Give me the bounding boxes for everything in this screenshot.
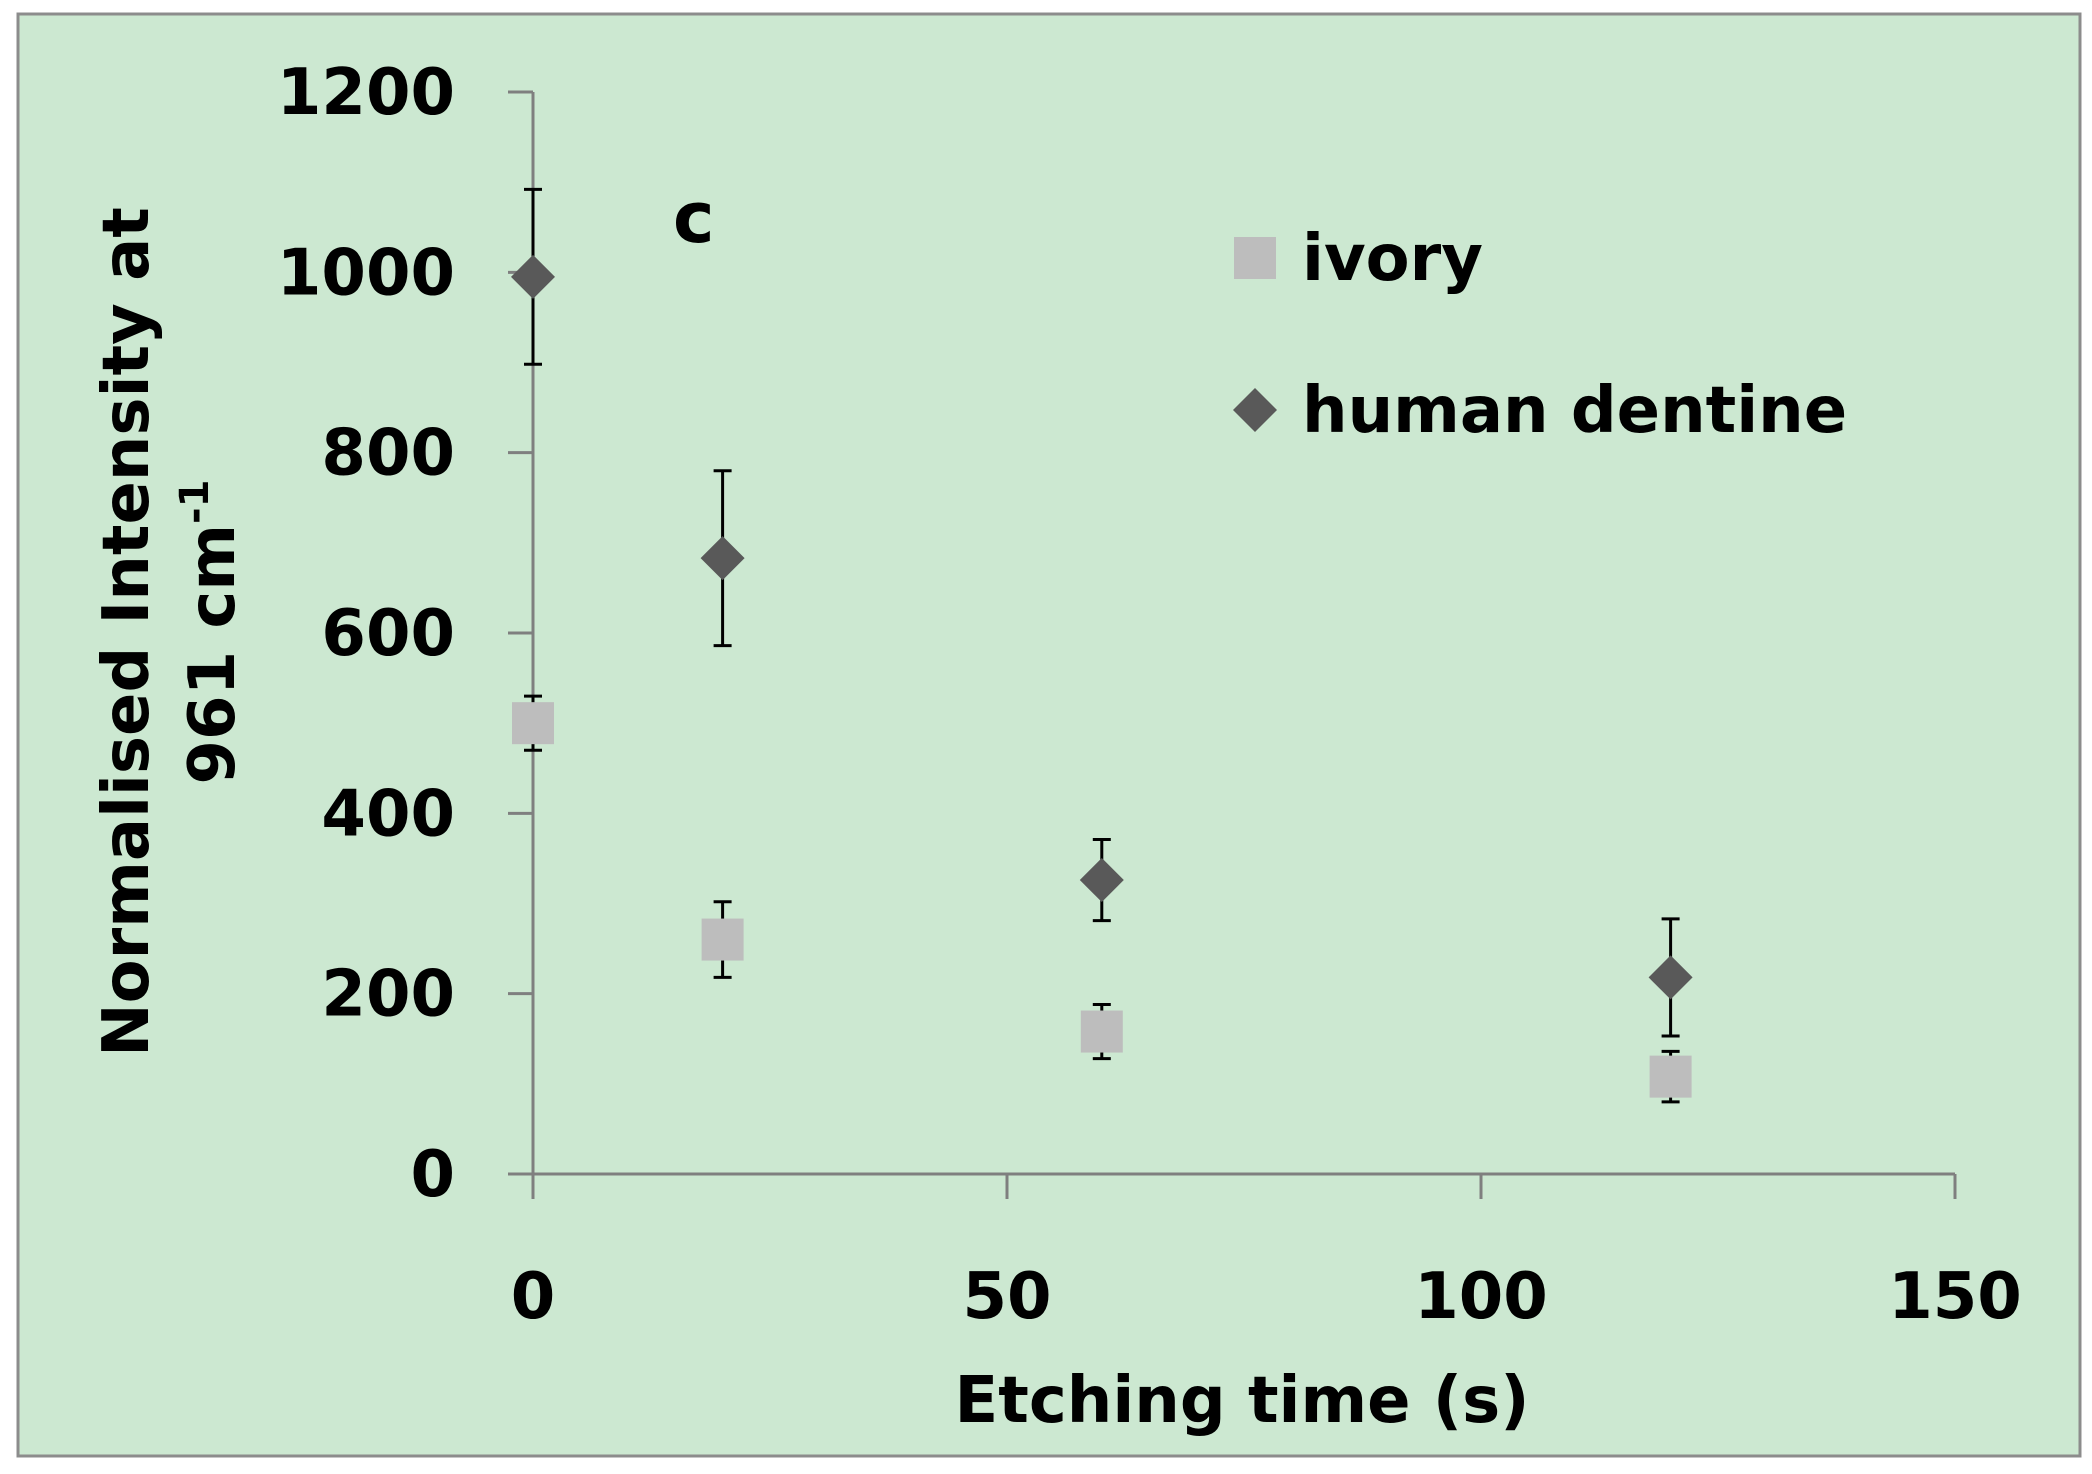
y-axis-title-line2: 961 cm-1 <box>172 480 250 785</box>
y-tick-label: 1000 <box>277 236 455 310</box>
series-layer <box>511 187 1693 1104</box>
y-tick-label: 1200 <box>277 56 455 130</box>
y-tick-label: 600 <box>321 597 455 671</box>
data-point-human-dentine <box>1648 955 1693 1000</box>
data-point-ivory <box>701 918 744 961</box>
legend: ivory human dentine <box>1233 222 1847 448</box>
y-axis-ticks: 0 200 400 600 800 1000 1200 <box>277 56 533 1212</box>
data-point-ivory <box>512 702 554 745</box>
data-point-human-dentine <box>700 536 745 581</box>
data-point-human-dentine <box>511 254 555 299</box>
legend-label-human-dentine: human dentine <box>1302 374 1847 448</box>
y-axis-title-line1: Normalised Intensity at <box>90 207 164 1057</box>
x-tick-label: 100 <box>1414 1260 1548 1334</box>
data-point-ivory <box>1080 1010 1123 1053</box>
panel-label: c <box>673 177 715 259</box>
y-tick-label: 200 <box>321 958 455 1032</box>
y-tick-label: 400 <box>321 777 455 851</box>
x-tick-label: 150 <box>1888 1260 2022 1334</box>
legend-marker-ivory <box>1234 237 1276 279</box>
x-tick-label: 0 <box>511 1260 556 1334</box>
data-point-ivory <box>1649 1055 1692 1098</box>
y-tick-label: 800 <box>321 417 455 491</box>
x-axis-title: Etching time (s) <box>955 1364 1530 1438</box>
legend-label-ivory: ivory <box>1302 222 1483 296</box>
series-ivory <box>512 694 1692 1104</box>
y-tick-label: 0 <box>410 1138 455 1212</box>
y-axis-title: Normalised Intensity at 961 cm-1 <box>90 207 250 1057</box>
series-human-dentine <box>511 187 1693 1038</box>
x-tick-label: 50 <box>962 1260 1051 1334</box>
legend-marker-human-dentine <box>1233 388 1277 432</box>
y-axis-title-unit: 961 cm <box>176 524 250 785</box>
y-axis-title-unit-exponent: -1 <box>172 480 218 524</box>
x-axis-ticks: 0 50 100 150 <box>511 1174 2022 1334</box>
chart-background <box>16 12 2082 1458</box>
plot-area: 0 200 400 600 800 1000 1200 0 50 100 150 <box>277 56 2022 1334</box>
data-point-human-dentine <box>1079 858 1124 903</box>
